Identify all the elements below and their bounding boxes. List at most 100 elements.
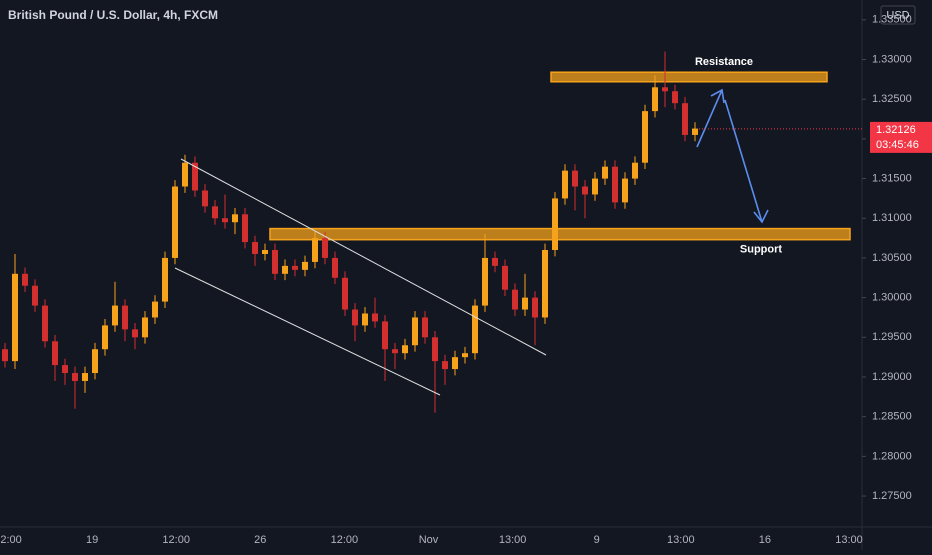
arrow-head — [753, 209, 769, 224]
zone-label: Resistance — [695, 56, 753, 68]
y-tick-label: 1.31500 — [872, 172, 912, 184]
x-tick-label: 19 — [86, 534, 98, 546]
candle-body — [582, 186, 588, 195]
arrow-up — [696, 89, 723, 148]
candle-body — [272, 250, 278, 274]
candle-body — [532, 297, 538, 318]
x-tick-label: 13:00 — [835, 534, 863, 546]
candle-body — [302, 261, 308, 270]
candle-body — [432, 337, 438, 362]
candle-body — [102, 325, 108, 350]
candle-body — [42, 305, 48, 342]
candle-body — [52, 341, 58, 366]
candle-body — [522, 297, 528, 310]
candle-body — [572, 170, 578, 187]
candle-body — [242, 214, 248, 243]
candle-body — [622, 178, 628, 203]
candle-body — [632, 162, 638, 179]
candle-body — [152, 301, 158, 318]
candle-body — [162, 257, 168, 302]
candle-body — [222, 218, 228, 223]
candle-body — [112, 305, 118, 326]
candle-body — [512, 289, 518, 310]
currency-box[interactable] — [880, 5, 916, 25]
x-tick-label: 13:00 — [499, 534, 527, 546]
candle-body — [252, 242, 258, 254]
candle-body — [192, 162, 198, 191]
candle-body — [662, 87, 668, 92]
last-price-label: 1.32126 — [876, 124, 916, 136]
candle-body — [442, 361, 448, 370]
zones: Resistance Support — [269, 56, 851, 256]
candle-body — [552, 198, 558, 251]
y-tick-label: 1.28000 — [872, 450, 912, 462]
candle-body — [602, 166, 608, 179]
candle-body — [672, 91, 678, 104]
x-tick-label: 13:00 — [667, 534, 695, 546]
candle-body — [212, 206, 218, 219]
candle-body — [472, 305, 478, 354]
candle-body — [652, 87, 658, 112]
candle-body — [682, 103, 688, 135]
y-axis: 1.335001.330001.325001.320001.315001.310… — [862, 14, 912, 502]
candle-body — [12, 273, 18, 362]
x-axis: 12:00 19 12:00 26 12:00 Nov 13:00 9 13:00 16 13:00 — [0, 534, 863, 546]
y-tick-label: 1.29500 — [872, 331, 912, 343]
candle-body — [122, 305, 128, 330]
zone-label: Support — [740, 244, 782, 256]
candle-body — [492, 257, 498, 266]
candle-body — [642, 111, 648, 163]
candle-body — [92, 349, 98, 374]
candle-body — [352, 309, 358, 326]
candle-body — [62, 365, 68, 374]
candle-body — [462, 353, 468, 358]
candle-body — [142, 317, 148, 338]
chart-title: British Pound / U.S. Dollar, 4h, FXCM — [8, 8, 218, 22]
arrow-head — [710, 88, 725, 104]
x-tick-label: 26 — [254, 534, 266, 546]
candle-body — [412, 317, 418, 346]
candle-body — [392, 349, 398, 354]
candle-body — [542, 250, 548, 318]
x-tick-label: 16 — [759, 534, 771, 546]
candles — [2, 51, 698, 413]
candle-body — [402, 345, 408, 354]
candle-body — [322, 238, 328, 258]
candle-body — [232, 214, 238, 223]
candle-body — [312, 238, 318, 262]
candle-body — [592, 178, 598, 195]
candle-body — [452, 357, 458, 370]
candle-body — [2, 349, 8, 362]
candle-body — [22, 273, 28, 286]
projection-arrows — [696, 88, 769, 224]
candle-body — [172, 186, 178, 258]
countdown-label: 03:45:46 — [876, 139, 919, 151]
y-tick-label: 1.33500 — [872, 14, 912, 26]
candle-body — [262, 250, 268, 254]
candle-body — [72, 373, 78, 381]
candle-body — [482, 257, 488, 306]
arrow-down — [724, 99, 763, 223]
last-price-box — [870, 121, 932, 153]
candle-body — [32, 285, 38, 306]
x-tick-label: 12:00 — [162, 534, 190, 546]
x-tick-label: 9 — [594, 534, 600, 546]
x-tick-label: 12:00 — [331, 534, 359, 546]
candle-body — [502, 265, 508, 290]
candle-body — [282, 265, 288, 274]
candle-body — [292, 265, 298, 270]
currency[interactable]: USD — [886, 9, 909, 21]
candle-body — [182, 162, 188, 187]
candle-body — [562, 170, 568, 199]
candle-body — [332, 257, 338, 278]
candle-body — [692, 128, 698, 135]
channel-line — [180, 158, 547, 356]
zone — [269, 227, 851, 241]
y-tick-label: 1.28500 — [872, 411, 912, 423]
candle-body — [82, 373, 88, 381]
candle-body — [372, 313, 378, 322]
y-tick-label: 1.29000 — [872, 371, 912, 383]
